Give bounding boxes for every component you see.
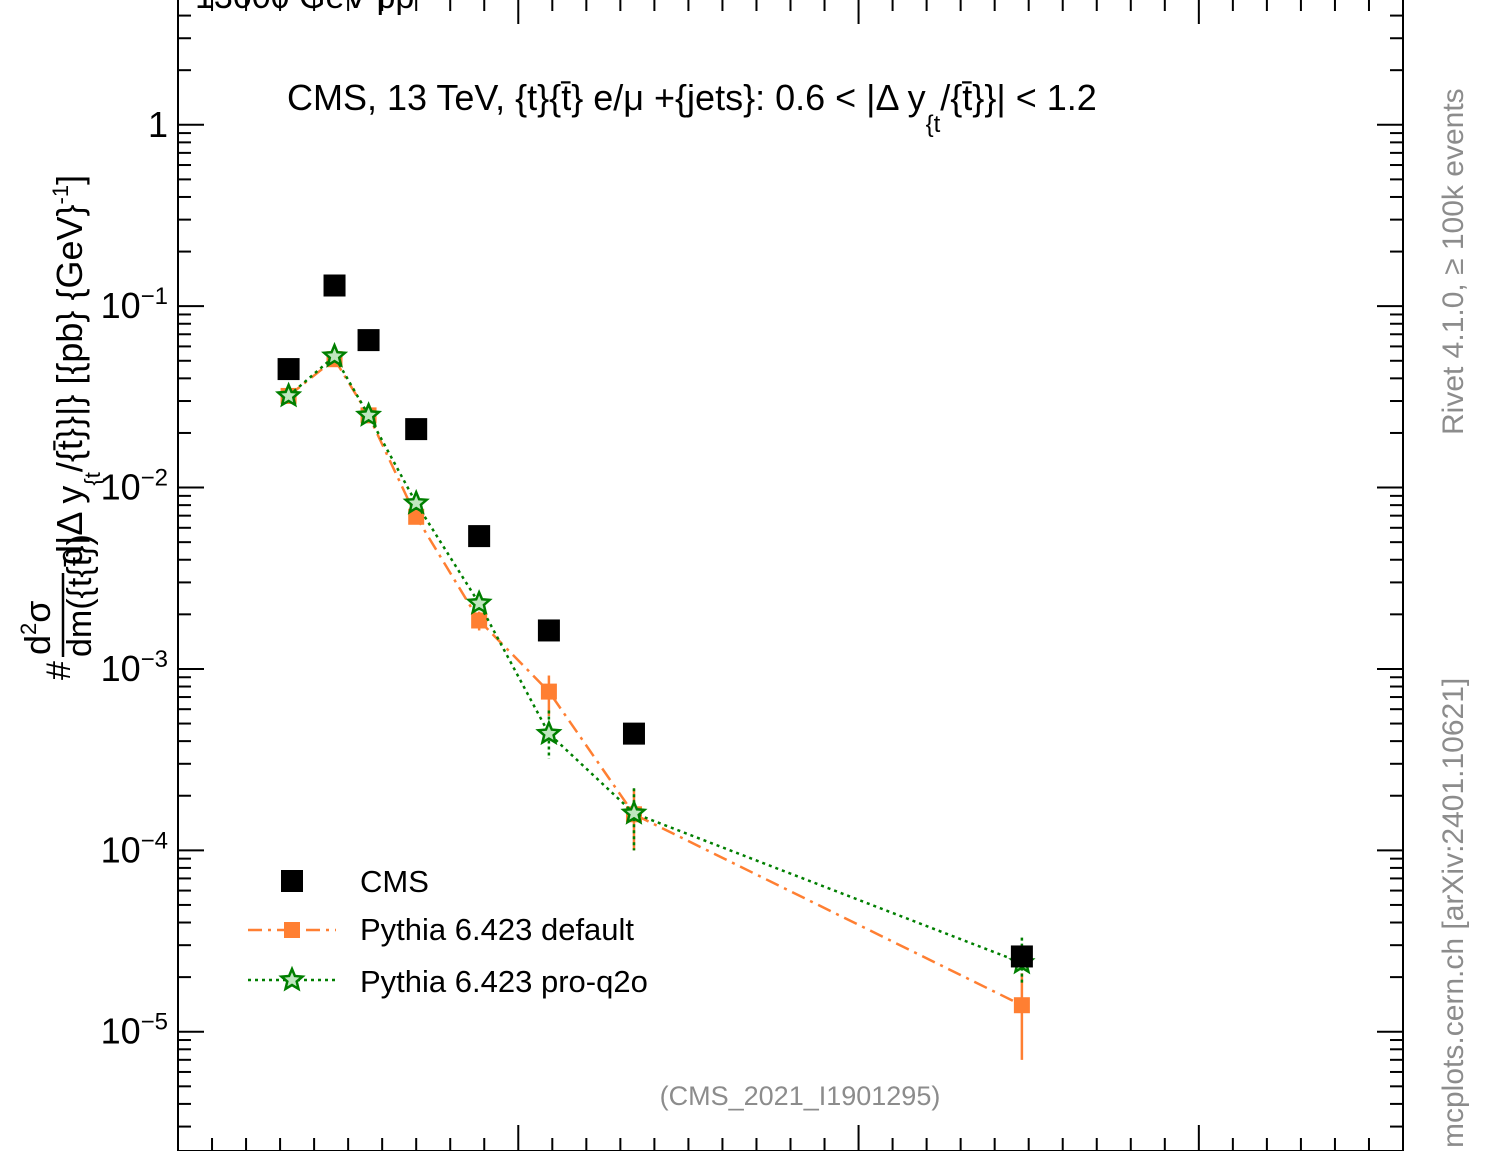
legend-marker-cms — [281, 870, 303, 892]
rivet-version-label: Rivet 4.1.0, ≥ 100k events — [1437, 88, 1470, 435]
y-tick-label: 10−2 — [101, 465, 168, 508]
y-tick-label: 1 — [148, 104, 168, 145]
series-line-pythia-6-423-default — [287, 357, 1023, 1007]
legend-label-pythia-pro-q2o: Pythia 6.423 pro-q2o — [360, 964, 648, 999]
data-point-cms — [622, 722, 645, 745]
svg-text:d2σ: d2σ — [16, 601, 58, 656]
y-tick-label: 10−5 — [101, 1009, 168, 1052]
legend: CMS Pythia 6.423 default Pythia 6.423 pr… — [248, 864, 648, 999]
legend-marker-pythia-6-423-pro-q2o — [278, 965, 306, 992]
data-point-pythia-6-423-pro-q2o — [321, 341, 349, 368]
data-point-cms — [405, 418, 428, 441]
y-tick-label: 10−1 — [101, 283, 168, 326]
data-point-cms — [1010, 945, 1033, 968]
mcplots-label: mcplots.cern.ch [arXiv:2401.10621] — [1437, 678, 1470, 1148]
data-point-pythia-6-423-pro-q2o — [620, 799, 648, 825]
y-tick-label: 10−4 — [101, 827, 168, 870]
data-point-pythia-6-423-default — [1013, 997, 1030, 1014]
svg-text:d|Δ y{t/{t̄}}|} [{pb} {GeV}-1]: d|Δ y{t/{t̄}}|} [{pb} {GeV}-1] — [48, 175, 105, 565]
legend-marker-pythia-6-423-default — [284, 922, 300, 938]
data-point-cms — [537, 619, 560, 642]
data-point-pythia-6-423-pro-q2o — [402, 488, 430, 515]
data-point-pythia-6-423-default — [540, 683, 557, 700]
y-axis-label: # d2σ dm({t{t̄}) d|Δ y{t/{t̄}}|} [{pb} {… — [16, 175, 105, 680]
data-point-cms — [468, 525, 491, 548]
analysis-id-annotation: (CMS_2021_I1901295) — [660, 1081, 941, 1111]
data-point-pythia-6-423-pro-q2o — [275, 381, 303, 408]
svg-text:#: # — [40, 661, 78, 680]
data-point-cms — [323, 274, 346, 297]
data-point-pythia-6-423-pro-q2o — [465, 589, 493, 615]
series-line-pythia-6-423-pro-q2o — [287, 354, 1023, 964]
data-point-pythia-6-423-default — [408, 508, 425, 525]
data-point-cms — [357, 329, 380, 352]
data-point-cms — [277, 358, 300, 381]
plot-frame — [177, 0, 1404, 1151]
svg-text:dm({t{t̄}): dm({t{t̄}) — [61, 534, 99, 657]
energy-label: 13000 GeV pp — [195, 0, 414, 16]
data-point-pythia-6-423-default — [471, 612, 488, 629]
legend-label-cms: CMS — [360, 864, 429, 899]
chart-title: CMS, 13 TeV, {t}{t̄} e/μ +{jets}: 0.6 < … — [287, 77, 1097, 138]
data-point-pythia-6-423-pro-q2o — [355, 401, 383, 427]
y-tick-label: 10−3 — [101, 646, 168, 689]
legend-label-pythia-default: Pythia 6.423 default — [360, 912, 634, 947]
data-point-pythia-6-423-pro-q2o — [535, 719, 563, 746]
